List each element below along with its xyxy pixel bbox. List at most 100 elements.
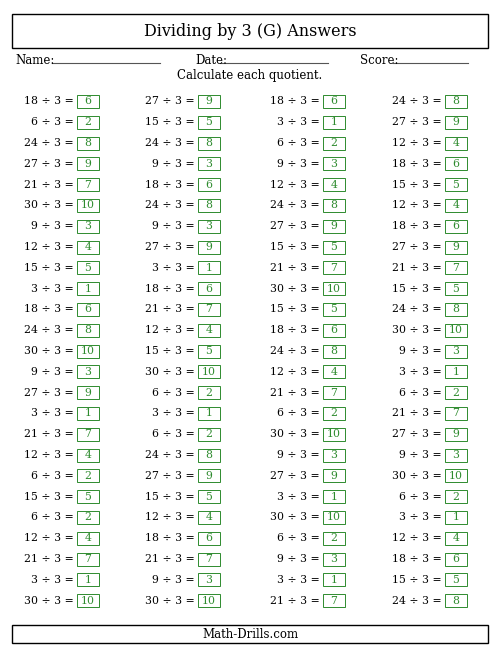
Text: 3: 3 xyxy=(84,221,91,231)
Bar xyxy=(445,407,467,420)
Text: 9 ÷ 3 =: 9 ÷ 3 = xyxy=(278,159,320,169)
Text: 12 ÷ 3 =: 12 ÷ 3 = xyxy=(24,242,74,252)
Text: 4: 4 xyxy=(330,180,338,190)
Text: 30 ÷ 3 =: 30 ÷ 3 = xyxy=(270,512,320,522)
Text: 9: 9 xyxy=(330,471,338,481)
Bar xyxy=(77,282,99,295)
Text: 3 ÷ 3 =: 3 ÷ 3 = xyxy=(399,367,442,377)
Bar xyxy=(77,573,99,586)
Text: 27 ÷ 3 =: 27 ÷ 3 = xyxy=(146,96,195,106)
Text: 18 ÷ 3 =: 18 ÷ 3 = xyxy=(145,533,195,543)
Text: 10: 10 xyxy=(81,596,95,606)
Bar xyxy=(445,95,467,108)
Text: 30 ÷ 3 =: 30 ÷ 3 = xyxy=(392,325,442,335)
Bar xyxy=(77,469,99,482)
Bar xyxy=(445,553,467,565)
Bar xyxy=(323,324,345,336)
Text: 12 ÷ 3 =: 12 ÷ 3 = xyxy=(392,533,442,543)
Bar xyxy=(198,532,220,545)
Bar xyxy=(198,241,220,254)
Text: 7: 7 xyxy=(452,408,460,419)
Text: 24 ÷ 3 =: 24 ÷ 3 = xyxy=(270,346,320,356)
Text: 21 ÷ 3 =: 21 ÷ 3 = xyxy=(145,304,195,314)
Bar xyxy=(12,14,488,48)
Text: 10: 10 xyxy=(202,596,216,606)
Bar xyxy=(198,157,220,170)
Text: 8: 8 xyxy=(452,96,460,106)
Bar xyxy=(323,95,345,108)
Text: 5: 5 xyxy=(84,263,91,273)
Text: 18 ÷ 3 =: 18 ÷ 3 = xyxy=(270,325,320,335)
Text: 10: 10 xyxy=(449,471,463,481)
Bar xyxy=(323,386,345,399)
Text: 18 ÷ 3 =: 18 ÷ 3 = xyxy=(145,283,195,294)
Text: 9 ÷ 3 =: 9 ÷ 3 = xyxy=(32,367,74,377)
Bar xyxy=(77,407,99,420)
Text: 27 ÷ 3 =: 27 ÷ 3 = xyxy=(392,429,442,439)
Text: 8: 8 xyxy=(452,596,460,606)
Text: 9: 9 xyxy=(84,388,91,398)
Text: 27 ÷ 3 =: 27 ÷ 3 = xyxy=(392,242,442,252)
Text: 8: 8 xyxy=(84,325,91,335)
Bar xyxy=(77,261,99,274)
Text: 2: 2 xyxy=(330,138,338,148)
Bar xyxy=(323,116,345,129)
Bar xyxy=(77,448,99,461)
Text: 7: 7 xyxy=(330,263,338,273)
Bar xyxy=(445,573,467,586)
Text: 24 ÷ 3 =: 24 ÷ 3 = xyxy=(24,325,74,335)
Bar xyxy=(77,386,99,399)
Text: 24 ÷ 3 =: 24 ÷ 3 = xyxy=(392,596,442,606)
Text: 21 ÷ 3 =: 21 ÷ 3 = xyxy=(270,596,320,606)
Text: 12 ÷ 3 =: 12 ÷ 3 = xyxy=(392,201,442,210)
Text: 5: 5 xyxy=(452,283,460,294)
Bar xyxy=(323,261,345,274)
Bar xyxy=(198,137,220,149)
Bar xyxy=(323,199,345,212)
Text: 4: 4 xyxy=(452,138,460,148)
Text: 2: 2 xyxy=(330,408,338,419)
Bar xyxy=(445,199,467,212)
Bar xyxy=(323,303,345,316)
Bar xyxy=(323,407,345,420)
Text: 2: 2 xyxy=(330,533,338,543)
Text: 18 ÷ 3 =: 18 ÷ 3 = xyxy=(24,96,74,106)
Text: 7: 7 xyxy=(452,263,460,273)
Text: 9: 9 xyxy=(452,117,460,127)
Text: 3: 3 xyxy=(452,450,460,460)
Text: 2: 2 xyxy=(452,388,460,398)
Text: 9: 9 xyxy=(206,242,212,252)
Bar xyxy=(323,282,345,295)
Text: 15 ÷ 3 =: 15 ÷ 3 = xyxy=(392,180,442,190)
Text: 12 ÷ 3 =: 12 ÷ 3 = xyxy=(270,180,320,190)
Bar xyxy=(198,116,220,129)
Text: 3: 3 xyxy=(206,159,212,169)
Text: 8: 8 xyxy=(330,201,338,210)
Text: 9: 9 xyxy=(206,471,212,481)
Text: 6 ÷ 3 =: 6 ÷ 3 = xyxy=(277,138,320,148)
Bar xyxy=(198,282,220,295)
Text: 6: 6 xyxy=(330,325,338,335)
Text: 7: 7 xyxy=(206,554,212,564)
Bar xyxy=(77,241,99,254)
Text: 24 ÷ 3 =: 24 ÷ 3 = xyxy=(146,138,195,148)
Bar xyxy=(198,573,220,586)
Bar xyxy=(77,532,99,545)
Text: 7: 7 xyxy=(330,388,338,398)
Bar xyxy=(198,344,220,358)
Text: 30 ÷ 3 =: 30 ÷ 3 = xyxy=(270,283,320,294)
Bar xyxy=(445,490,467,503)
Text: 7: 7 xyxy=(84,180,91,190)
Bar xyxy=(445,469,467,482)
Text: 12 ÷ 3 =: 12 ÷ 3 = xyxy=(270,367,320,377)
Bar xyxy=(198,178,220,191)
Text: 2: 2 xyxy=(84,117,91,127)
Text: 2: 2 xyxy=(206,388,212,398)
Text: 3 ÷ 3 =: 3 ÷ 3 = xyxy=(152,408,195,419)
Text: 9 ÷ 3 =: 9 ÷ 3 = xyxy=(32,221,74,231)
Bar xyxy=(323,573,345,586)
Bar xyxy=(198,95,220,108)
Text: 24 ÷ 3 =: 24 ÷ 3 = xyxy=(270,201,320,210)
Text: 21 ÷ 3 =: 21 ÷ 3 = xyxy=(392,263,442,273)
Text: 5: 5 xyxy=(452,575,460,585)
